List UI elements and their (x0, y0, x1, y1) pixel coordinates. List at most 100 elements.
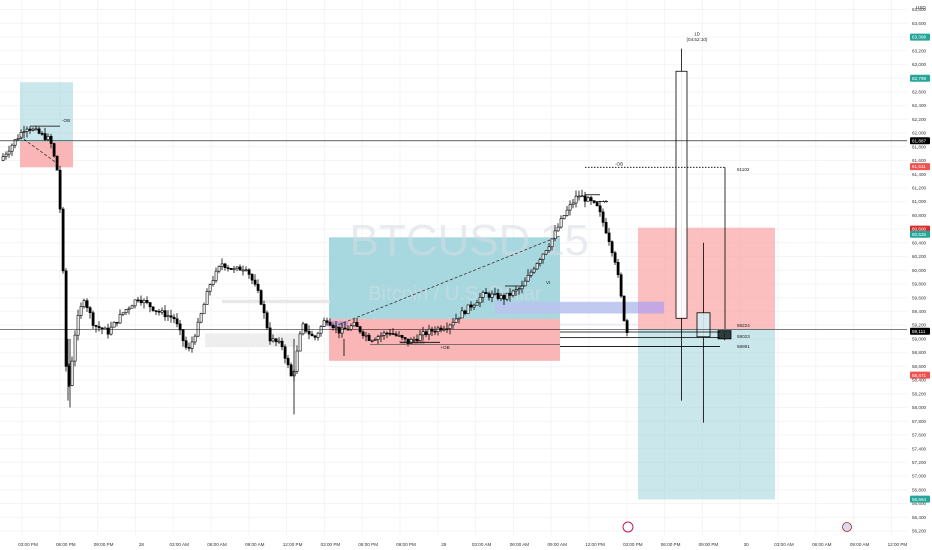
annotation-label: -OB (615, 161, 623, 166)
price-badge (910, 327, 930, 335)
price-tick-label: 63,600 (912, 21, 926, 26)
candle-body (583, 195, 587, 202)
candle-body (397, 335, 401, 337)
time-tick-label: 09:00 AM (850, 542, 870, 547)
candle-body (487, 293, 491, 298)
candle-body (19, 132, 23, 139)
annotation-label: VI (603, 199, 607, 204)
price-tick-label: 57,000 (912, 474, 926, 479)
candle-body (316, 332, 320, 338)
candle-body (361, 331, 365, 336)
trade-path-line (333, 235, 561, 327)
price-tick-label: 60,000 (912, 268, 926, 273)
long-position-stop-zone (20, 141, 73, 168)
candle-body (622, 295, 626, 321)
candle-body (421, 331, 425, 336)
candle-body (562, 215, 566, 220)
candle-body (526, 275, 530, 282)
price-tick-label: 56,400 (912, 515, 926, 520)
htf-candle (675, 70, 688, 319)
candle-body (373, 339, 377, 341)
price-badge-label: 62,798 (912, 76, 926, 81)
candle-body (4, 153, 8, 157)
candle-body (265, 312, 269, 329)
candle-body (514, 289, 518, 292)
candle-body (22, 131, 26, 133)
candle-body (256, 283, 260, 291)
candle-body (64, 270, 68, 367)
time-tick-label: 12:00 PM (888, 542, 908, 547)
candle-body (418, 334, 422, 341)
candle-body (172, 316, 176, 320)
time-tick-label: 12:00 PM (585, 542, 605, 547)
candle-body (499, 295, 503, 299)
candle-body (244, 269, 248, 272)
candle-body (580, 195, 584, 198)
candle-body (76, 315, 80, 336)
time-tick-label: 09:00 PM (396, 542, 416, 547)
price-badge-label: 61,887 (912, 138, 926, 143)
candle-body (568, 204, 572, 211)
candle-body (241, 269, 245, 272)
candle-body (463, 310, 467, 314)
candle-body (73, 334, 77, 362)
annotation-label: 58891 (737, 344, 750, 349)
time-tick-label: 03:00 PM (18, 542, 38, 547)
candle-body (298, 333, 302, 352)
watermark-subtitle: Bitcoin / U.S. Dollar (368, 283, 542, 305)
price-badge (910, 230, 930, 238)
candle-body (334, 326, 338, 329)
annotation-label: VI (546, 280, 550, 285)
candle-body (550, 238, 554, 248)
candle-body (226, 267, 230, 269)
candle-body (85, 300, 89, 308)
candle-body (394, 333, 398, 336)
time-tick-label: 06:00 PM (661, 542, 681, 547)
candle-body (541, 253, 545, 260)
candle-body (1, 156, 5, 161)
candle-body (238, 266, 242, 271)
candle-body (34, 128, 38, 131)
candle-body (433, 330, 437, 333)
candle-body (343, 327, 347, 330)
candle-body (475, 302, 479, 306)
candle-body (295, 350, 299, 372)
candle-body (493, 292, 497, 295)
candles-layer (1, 48, 732, 423)
candle-body (454, 318, 458, 323)
candle-body (355, 322, 359, 327)
candle-body (193, 335, 197, 343)
candle-body (232, 268, 236, 271)
candle-body (154, 310, 158, 312)
candle-body (478, 297, 482, 304)
time-tick-label: 06:00 AM (510, 542, 530, 547)
candle-body (202, 304, 206, 315)
price-tick-label: 63,200 (912, 48, 926, 53)
candle-body (289, 364, 293, 377)
imbalance-zone (222, 299, 330, 304)
price-tick-label: 61,400 (912, 172, 926, 177)
candle-body (37, 128, 41, 134)
candle-body (592, 200, 596, 203)
candle-body (151, 306, 155, 311)
price-badge (910, 163, 930, 171)
annotation-label: -OB (62, 118, 70, 123)
candle-body (457, 317, 461, 320)
candle-body (391, 333, 395, 335)
candle-body (460, 310, 464, 319)
candle-body (247, 269, 251, 275)
candle-body (97, 326, 101, 329)
price-tick-label: 56,600 (912, 501, 926, 506)
candle-body (31, 128, 35, 131)
candle-body (214, 270, 218, 281)
candle-body (388, 332, 392, 335)
candle-body (187, 347, 191, 349)
candle-body (613, 252, 617, 263)
candle-body (205, 291, 209, 305)
candle-body (523, 280, 527, 287)
candle-body (400, 335, 404, 338)
candle-body (601, 211, 605, 223)
annotation-label: (04:52:10) (687, 37, 708, 42)
candle-body (52, 143, 56, 157)
